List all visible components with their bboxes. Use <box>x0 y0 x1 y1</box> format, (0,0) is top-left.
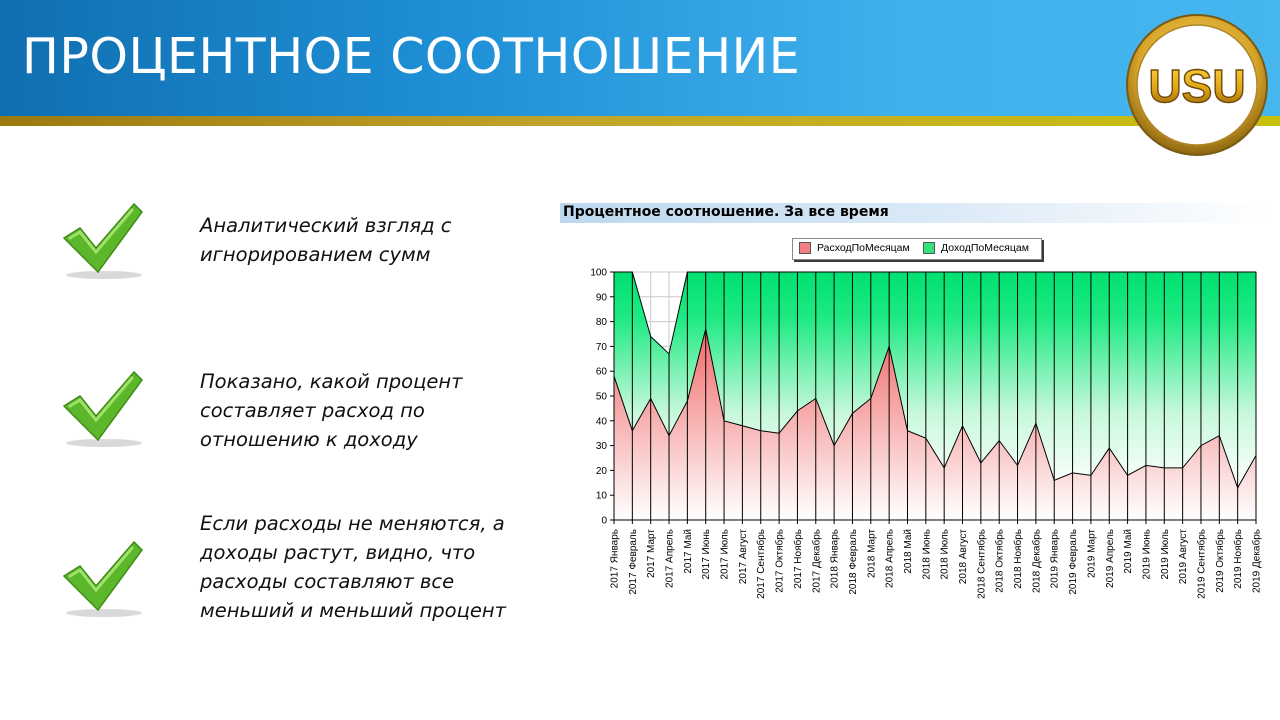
series-line-expense <box>613 328 1257 489</box>
chart-title-bar <box>560 203 1272 223</box>
x-tick-label: 2018 Ноябрь <box>1012 529 1024 589</box>
check-icon <box>62 370 143 447</box>
x-tick-label: 2018 Июнь <box>921 529 932 579</box>
x-tick-label: 2019 Октябрь <box>1214 529 1226 593</box>
x-tick-label: 2018 Июль <box>940 529 951 580</box>
series-area-income <box>614 272 1256 488</box>
x-tick-label: 2017 Ноябрь <box>792 529 804 589</box>
y-tick-label: 90 <box>596 292 608 303</box>
page-title: ПРОЦЕНТНОЕ СООТНОШЕНИЕ <box>22 28 801 85</box>
x-tick-label: 2018 Май <box>903 529 914 574</box>
x-tick-label: 2017 Март <box>646 529 657 578</box>
usu-logo: USU <box>1126 14 1268 156</box>
legend-item-expense: РасходПоМесяцам <box>799 242 910 254</box>
x-tick-label: 2019 Декабрь <box>1251 529 1263 593</box>
logo-text: USU <box>1148 60 1245 112</box>
y-tick-label: 80 <box>596 317 608 328</box>
x-tick-label: 2019 Июль <box>1160 529 1171 580</box>
series-line-income <box>614 271 1256 355</box>
y-tick-label: 10 <box>596 491 608 502</box>
x-tick-label: 2017 Октябрь <box>774 529 786 593</box>
y-tick-label: 60 <box>596 367 608 378</box>
x-tick-label: 2017 Апрель <box>665 529 676 588</box>
y-tick-label: 100 <box>590 268 607 279</box>
chart-title: Процентное соотношение. За все время <box>563 204 889 220</box>
x-tick-label: 2017 Июль <box>720 529 731 580</box>
y-tick-label: 70 <box>596 342 608 353</box>
legend-swatch-expense <box>799 242 811 254</box>
x-tick-label: 2017 Май <box>683 529 694 574</box>
x-tick-label: 2019 Май <box>1123 529 1134 574</box>
x-tick-label: 2018 Август <box>958 529 969 585</box>
series-area-expense <box>614 329 1256 520</box>
x-tick-label: 2017 Декабрь <box>810 529 822 593</box>
y-tick-label: 40 <box>596 416 608 427</box>
x-tick-label: 2018 Февраль <box>848 529 859 595</box>
x-tick-label: 2018 Январь <box>830 529 841 588</box>
header-stripe <box>0 116 1280 126</box>
bullet-text-2: Показано, какой процент составляет расхо… <box>200 370 463 451</box>
x-tick-label: 2017 Июнь <box>701 529 712 579</box>
x-tick-label: 2019 Ноябрь <box>1232 529 1244 589</box>
x-tick-label: 2018 Октябрь <box>994 529 1006 593</box>
x-tick-label: 2017 Февраль <box>628 529 639 595</box>
legend-label-expense: РасходПоМесяцам <box>817 242 910 254</box>
legend-swatch-income <box>923 242 935 254</box>
y-tick-label: 20 <box>596 466 608 477</box>
x-tick-label: 2019 Сентябрь <box>1195 529 1207 599</box>
x-tick-label: 2018 Сентябрь <box>975 529 987 599</box>
check-icon <box>62 202 143 279</box>
x-tick-label: 2019 Июнь <box>1141 529 1152 579</box>
x-tick-label: 2017 Август <box>738 529 749 585</box>
bullet-text-1: Аналитический взгляд с игнорированием су… <box>200 214 452 266</box>
x-tick-label: 2019 Февраль <box>1068 529 1079 595</box>
y-tick-label: 30 <box>596 441 608 452</box>
x-tick-label: 2019 Апрель <box>1105 529 1116 588</box>
legend-label-income: ДоходПоМесяцам <box>941 242 1029 254</box>
x-tick-label: 2019 Январь <box>1050 529 1061 588</box>
check-icon <box>62 540 143 617</box>
x-tick-label: 2019 Март <box>1086 529 1097 578</box>
legend-item-income: ДоходПоМесяцам <box>923 242 1029 254</box>
y-tick-label: 0 <box>601 516 607 527</box>
bullet-text-3: Если расходы не меняются, а доходы расту… <box>200 512 506 622</box>
chart-legend: РасходПоМесяцам ДоходПоМесяцам <box>792 238 1042 260</box>
y-tick-label: 50 <box>596 392 608 403</box>
x-tick-label: 2018 Декабрь <box>1030 529 1042 593</box>
header-banner <box>0 0 1280 118</box>
x-tick-label: 2017 Сентябрь <box>755 529 767 599</box>
x-tick-label: 2019 Август <box>1178 529 1189 585</box>
x-tick-label: 2018 Март <box>866 529 877 578</box>
x-tick-label: 2018 Апрель <box>885 529 896 588</box>
x-tick-label: 2017 Январь <box>610 529 621 588</box>
